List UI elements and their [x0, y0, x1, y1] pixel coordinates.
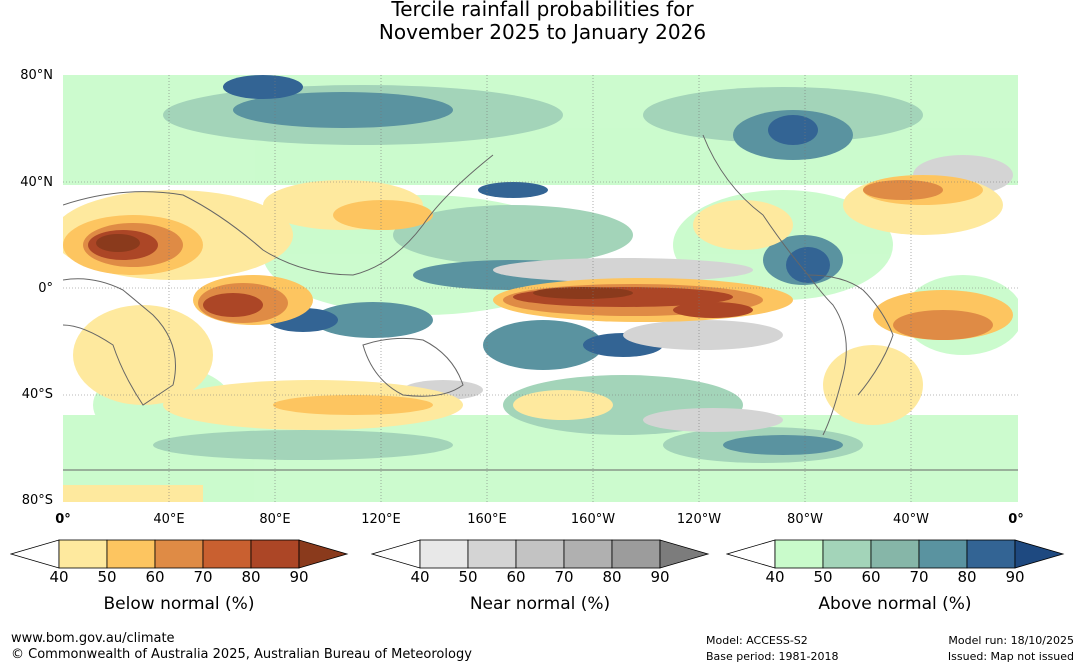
lat-label-80n: 80°N	[20, 68, 53, 83]
below-colorbar-bin-1	[58, 539, 108, 569]
near-tick: 40	[410, 568, 430, 586]
near-colorbar-low-arrow	[371, 539, 421, 569]
below-tick: 50	[97, 568, 117, 586]
lat-label-40n: 40°N	[20, 175, 53, 190]
below-colorbar-bin-2	[106, 539, 156, 569]
near-colorbar-bin-3	[515, 539, 565, 569]
below-colorbar-bin-3	[154, 539, 204, 569]
lat-label-40s: 40°S	[21, 387, 53, 402]
above-colorbar-bin-5	[966, 539, 1016, 569]
near-normal-regions	[403, 155, 1013, 432]
map-title-line2: November 2025 to January 2026	[378, 20, 707, 44]
bom-url: www.bom.gov.au/climate	[11, 631, 175, 646]
near-normal-title: Near normal (%)	[469, 594, 611, 614]
near-colorbar-bin-1	[419, 539, 469, 569]
below-tick: 40	[49, 568, 69, 586]
near-tick: 70	[554, 568, 574, 586]
near-tick: 50	[458, 568, 478, 586]
near-colorbar-bin-2	[467, 539, 517, 569]
near-normal-colorbar	[371, 539, 710, 569]
above-colorbar-high-arrow	[1014, 539, 1065, 569]
above-colorbar-bin-1	[774, 539, 824, 569]
lon-label-80e: 80°E	[259, 512, 291, 527]
above-colorbar-low-arrow	[726, 539, 776, 569]
above-colorbar-bin-3	[870, 539, 920, 569]
below-colorbar-low-arrow	[10, 539, 60, 569]
above-normal-title: Above normal (%)	[818, 594, 972, 614]
below-normal-title: Below normal (%)	[103, 594, 255, 614]
above-tick: 50	[813, 568, 833, 586]
near-tick: 60	[506, 568, 526, 586]
lon-label-160w: 160°W	[570, 512, 616, 527]
lon-label-40w: 40°W	[893, 512, 929, 527]
near-tick: 80	[602, 568, 622, 586]
above-tick: 80	[957, 568, 977, 586]
model-name: Model: ACCESS-S2	[706, 634, 808, 647]
below-normal-colorbar	[10, 539, 349, 569]
base-period: Base period: 1981-2018	[706, 650, 839, 663]
above-colorbar-bin-2	[822, 539, 872, 569]
above-tick: 60	[861, 568, 881, 586]
rainfall-probability-map	[63, 75, 1018, 502]
above-tick: 70	[909, 568, 929, 586]
near-colorbar-bin-4	[563, 539, 613, 569]
graticule	[63, 75, 1018, 502]
above-normal-colorbar	[726, 539, 1065, 569]
copyright: © Commonwealth of Australia 2025, Austra…	[11, 647, 472, 662]
lon-label-120e: 120°E	[361, 512, 401, 527]
lon-label-0-left: 0°	[55, 512, 71, 527]
coastlines	[63, 134, 1018, 471]
below-tick: 90	[289, 568, 309, 586]
above-colorbar-bin-4	[918, 539, 968, 569]
below-colorbar-high-arrow	[298, 539, 349, 569]
below-tick: 60	[145, 568, 165, 586]
lon-label-80w: 80°W	[787, 512, 823, 527]
below-tick: 80	[241, 568, 261, 586]
lat-label-equator: 0°	[38, 281, 53, 296]
lon-label-160e: 160°E	[467, 512, 507, 527]
model-run: Model run: 18/10/2025	[948, 634, 1074, 647]
above-tick: 40	[765, 568, 785, 586]
near-tick: 90	[650, 568, 670, 586]
issued-status: Issued: Map not issued	[947, 650, 1074, 663]
lon-label-0-right: 0°	[1008, 512, 1024, 527]
below-colorbar-bin-5	[250, 539, 300, 569]
above-tick: 90	[1005, 568, 1025, 586]
below-normal-extreme-regions	[96, 234, 633, 299]
near-colorbar-bin-5	[611, 539, 661, 569]
lon-label-120w: 120°W	[676, 512, 722, 527]
lon-label-40e: 40°E	[153, 512, 185, 527]
lat-label-80s: 80°S	[21, 493, 53, 508]
below-colorbar-bin-4	[202, 539, 252, 569]
below-tick: 70	[193, 568, 213, 586]
map-title-line1: Tercile rainfall probabilities for	[391, 0, 694, 21]
near-colorbar-high-arrow	[659, 539, 710, 569]
